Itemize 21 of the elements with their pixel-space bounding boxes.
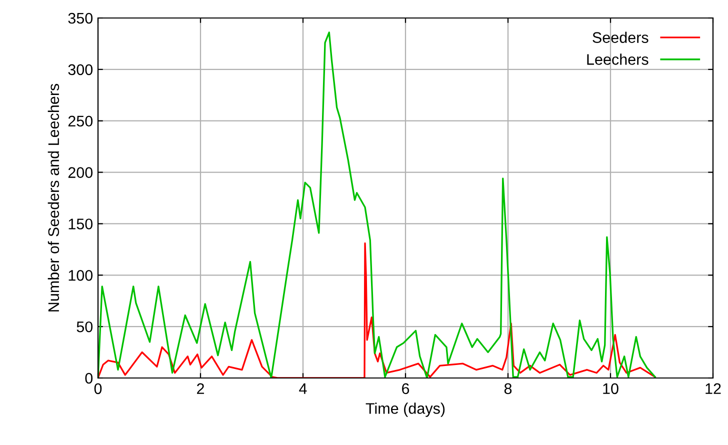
y-tick-label: 200 bbox=[68, 167, 93, 178]
legend-label: Seeders bbox=[592, 32, 648, 43]
x-tick-label: 10 bbox=[603, 383, 618, 394]
x-tick-label: 4 bbox=[299, 383, 307, 394]
y-tick-label: 0 bbox=[85, 372, 93, 384]
y-axis-title: Number of Seeders and Leechers bbox=[48, 84, 60, 312]
x-tick-label: 12 bbox=[706, 383, 721, 394]
line-series bbox=[98, 242, 656, 378]
y-tick-label: 100 bbox=[68, 270, 93, 281]
y-tick-label: 50 bbox=[76, 321, 93, 332]
y-tick-label: 150 bbox=[68, 218, 93, 230]
line-series bbox=[98, 32, 656, 378]
x-tick-label: 0 bbox=[94, 383, 102, 394]
y-tick-label: 250 bbox=[68, 116, 93, 127]
y-tick-label: 350 bbox=[68, 12, 93, 24]
y-tick-label: 300 bbox=[68, 64, 93, 76]
x-tick-label: 2 bbox=[197, 383, 204, 394]
x-tick-label: 6 bbox=[402, 383, 410, 394]
legend-label: Leechers bbox=[587, 54, 648, 65]
x-axis-title: Time (days) bbox=[366, 402, 445, 417]
x-tick-label: 8 bbox=[504, 383, 512, 394]
